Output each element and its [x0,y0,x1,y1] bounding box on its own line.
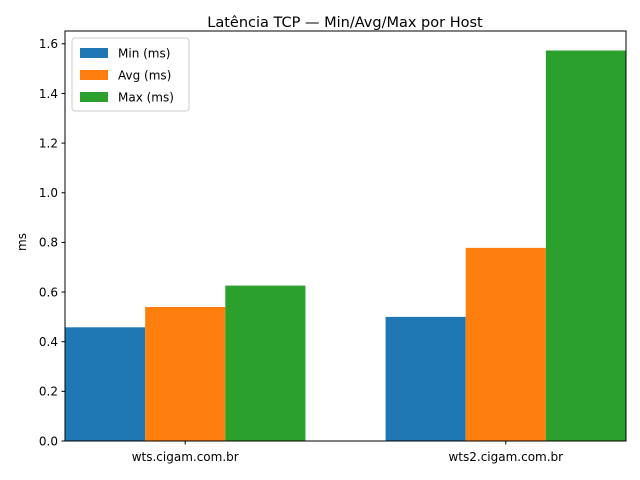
bar-1-2 [385,316,466,441]
bar-3-2 [545,50,626,441]
legend-swatch [80,48,108,58]
legend: Min (ms) Avg (ms) Max (ms) [71,37,190,112]
y-tick-label: 0.8 [39,236,58,250]
x-tick-label: wts2.cigam.com.br [448,450,563,464]
bar-2-1 [145,306,226,441]
legend-swatch [80,92,108,102]
chart-title: Latência TCP — Min/Avg/Max por Host [207,15,483,31]
y-tick-label: 1.0 [39,186,58,200]
y-tick-label: 1.4 [39,87,58,101]
y-axis-ticks: 0.0 0.2 0.4 0.6 0.8 1.0 1.2 1.4 1.6 [39,37,65,448]
bar-3-1 [225,285,306,441]
legend-label: Avg (ms) [118,69,171,83]
x-tick-label: wts.cigam.com.br [132,450,239,464]
y-axis-label: ms [15,233,29,251]
bar-1-1 [65,327,146,441]
bars-group [65,50,626,441]
y-tick-label: 0.0 [39,434,58,448]
plot-frame [64,30,627,442]
legend-swatch [80,70,108,80]
y-tick-label: 1.6 [39,37,58,51]
legend-label: Max (ms) [118,91,174,105]
y-tick-label: 0.6 [39,285,58,299]
x-axis-ticks: wts.cigam.com.br wts2.cigam.com.br [132,441,563,464]
bar-2-2 [465,247,546,441]
legend-label: Min (ms) [118,47,170,61]
y-tick-label: 1.2 [39,136,58,150]
y-tick-label: 0.2 [39,385,58,399]
y-tick-label: 0.4 [39,335,58,349]
